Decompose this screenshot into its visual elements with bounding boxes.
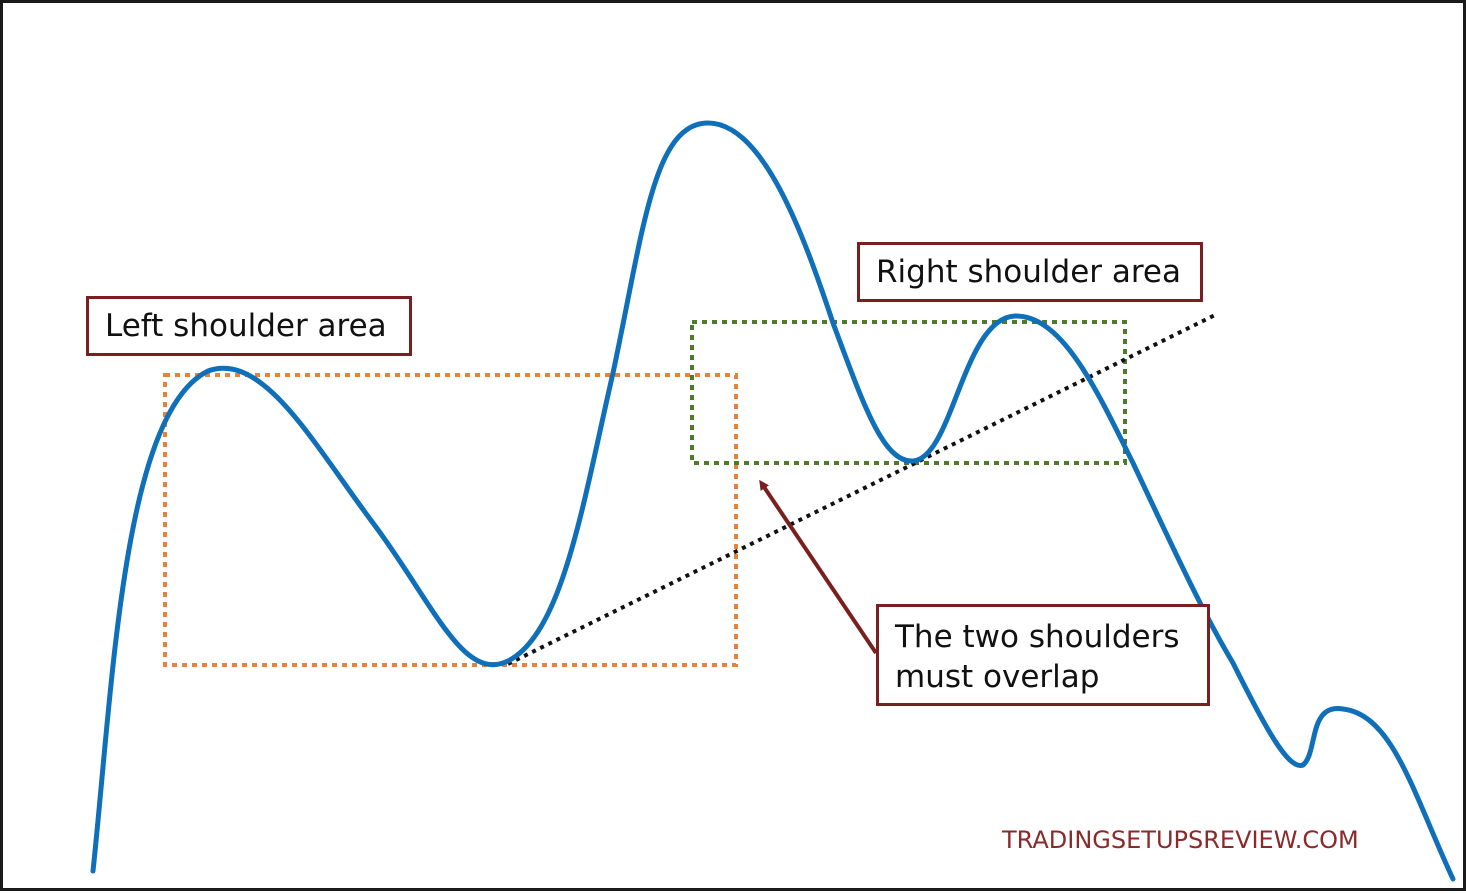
right-shoulder-label-text: Right shoulder area — [876, 254, 1181, 290]
diagram-svg — [90, 120, 1456, 882]
watermark: TRADINGSETUPSREVIEW.COM — [1002, 826, 1359, 854]
price-line — [90, 120, 1456, 882]
overlap-note-line1: The two shoulders — [895, 619, 1180, 655]
left-shoulder-label-text: Left shoulder area — [105, 308, 387, 344]
right-shoulder-label: Right shoulder area — [857, 242, 1203, 302]
left-shoulder-label: Left shoulder area — [86, 296, 412, 356]
neckline — [507, 313, 1216, 666]
overlap-note-line2: must overlap — [895, 659, 1100, 695]
left-shoulder-zone — [163, 373, 738, 667]
overlap-note: The two shoulders must overlap — [876, 604, 1210, 706]
overlap-arrow — [759, 479, 878, 655]
